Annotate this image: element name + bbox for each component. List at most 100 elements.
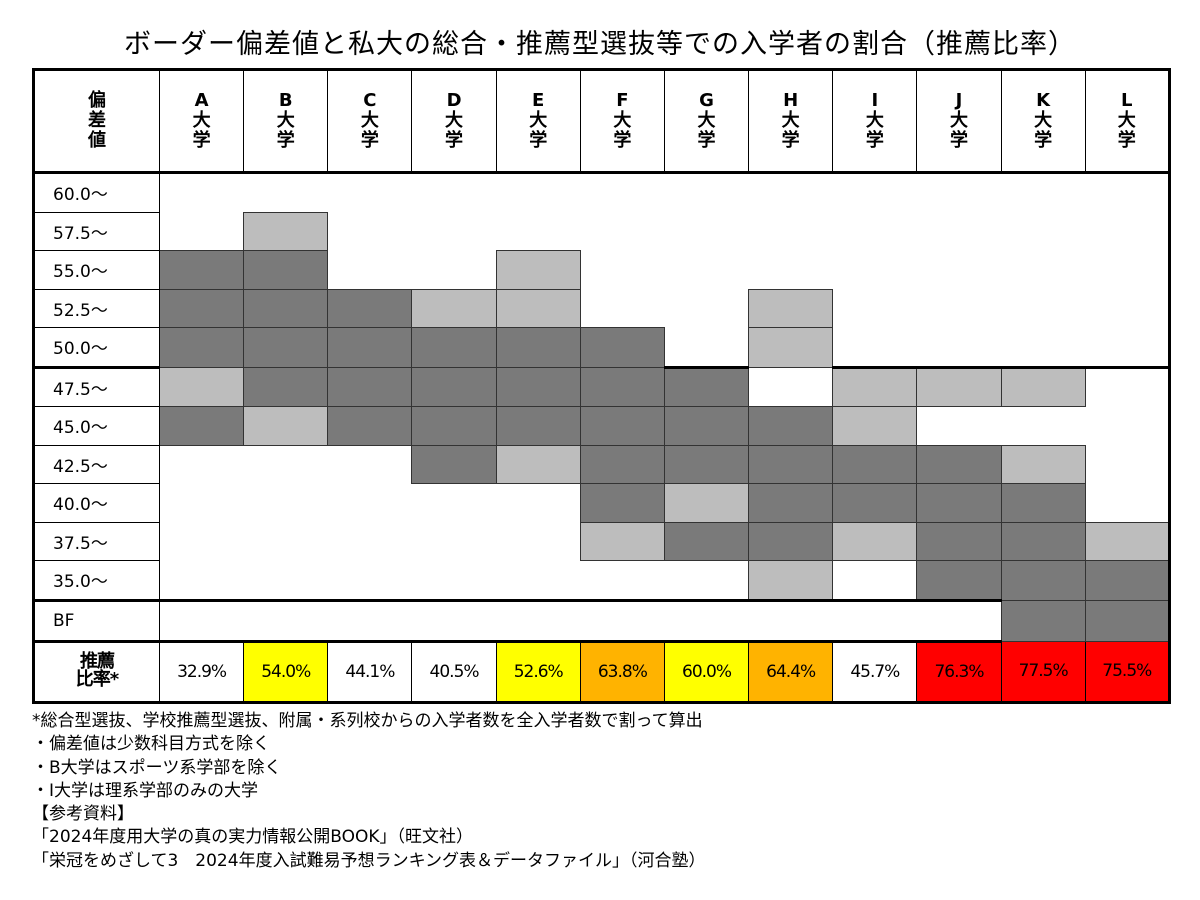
ratio-cell: 64.4% [748, 641, 833, 702]
column-header: H大学 [748, 69, 833, 174]
shade-cell [580, 598, 665, 643]
shade-cell [411, 366, 497, 407]
shade-cell [496, 212, 580, 251]
note: ・偏差値は少数科目方式を除く [32, 734, 270, 755]
shade-cell [243, 288, 329, 328]
shade-cell [412, 561, 496, 601]
shade-cell [160, 212, 244, 251]
shade-cell [158, 366, 245, 407]
ratio-cell: 77.5% [1000, 641, 1086, 702]
shade-cell [1001, 173, 1085, 213]
shade-cell [411, 327, 497, 368]
shade-cell [160, 522, 244, 561]
grid-row: 45.0～ [33, 406, 1170, 446]
shade-cell [833, 561, 917, 601]
shade-cell [664, 289, 748, 328]
shade-cell [748, 288, 834, 328]
column-label: A大学 [192, 90, 211, 151]
row-label: 55.0～ [33, 250, 160, 290]
shade-cell [664, 327, 749, 369]
shade-cell [495, 288, 581, 328]
column-header: E大学 [495, 69, 581, 174]
column-label: B大学 [276, 90, 295, 151]
ratio-cell: 54.0% [243, 641, 328, 702]
shade-cell [327, 327, 413, 368]
column-label: C大学 [360, 90, 379, 151]
shade-cell [748, 521, 834, 561]
shade-cell [328, 561, 412, 601]
shade-cell [663, 483, 750, 523]
shade-cell [243, 211, 329, 251]
row-label: BF [33, 598, 160, 643]
shade-cell [412, 173, 496, 213]
row-label: 45.0～ [33, 406, 160, 446]
shade-cell [748, 444, 834, 484]
ratio-cell: 63.8% [579, 641, 665, 702]
shade-cell [580, 289, 664, 328]
grid-row: 52.5～ [33, 288, 1170, 328]
shade-cell [1085, 173, 1169, 213]
shade-cell [832, 327, 917, 369]
grid-row: 42.5～ [33, 444, 1170, 484]
shade-cell [664, 561, 748, 601]
shade-cell [244, 173, 328, 213]
shade-cell [579, 366, 665, 407]
shade-cell [411, 444, 497, 484]
shade-cell [832, 406, 918, 446]
column-label: F大学 [613, 90, 632, 151]
column-label: L大学 [1117, 90, 1136, 151]
corner-label: 偏差値 [87, 90, 106, 151]
shade-cell [243, 598, 328, 643]
shade-cell [916, 327, 1002, 369]
ratio-cell: 75.5% [1084, 641, 1170, 702]
shade-cell [244, 445, 328, 484]
grid-row: 50.0～ [33, 327, 1170, 369]
column-label: I大学 [865, 90, 884, 151]
shade-cell [411, 406, 497, 446]
column-label: E大学 [529, 90, 548, 151]
shade-cell [159, 598, 244, 643]
shade-cell [917, 212, 1001, 251]
shade-cell [916, 444, 1002, 484]
shade-cell [160, 484, 244, 523]
shade-cell [917, 251, 1001, 290]
shade-cell [833, 251, 917, 290]
shade-cell [1000, 599, 1086, 642]
ratio-cell: 40.5% [411, 641, 497, 702]
ratio-cell: 45.7% [832, 641, 917, 702]
shade-cell [917, 289, 1001, 328]
shade-cell [1085, 251, 1169, 290]
column-header: D大学 [411, 69, 497, 174]
note: 【参考資料】 [32, 804, 134, 825]
table: 偏差値 A大学 B大学 C大学 D大学 E大学 F大学 G大学 H大学 I大学 J大学 K大学 L大学 6… [32, 68, 1171, 704]
shade-cell [579, 327, 665, 368]
column-header: K大学 [1000, 69, 1086, 174]
shade-cell [327, 288, 413, 328]
shade-cell [916, 521, 1002, 561]
grid-row: 35.0～ [33, 560, 1170, 601]
row-label: 47.5～ [33, 366, 160, 407]
shade-cell [1001, 289, 1085, 328]
shade-cell [748, 483, 834, 523]
shade-cell [496, 522, 580, 561]
shade-cell [412, 212, 496, 251]
shade-cell [496, 484, 580, 523]
shade-cell [496, 561, 580, 601]
shade-cell [243, 327, 329, 368]
shade-cell [917, 407, 1001, 446]
column-header: I大学 [832, 69, 917, 174]
grid-row: 55.0～ [33, 250, 1170, 290]
grid-row: 57.5～ [33, 211, 1170, 251]
shade-cell [579, 406, 665, 446]
shade-cell [411, 288, 497, 328]
shade-cell [1000, 560, 1086, 601]
shade-cell [748, 327, 834, 368]
shade-cell [1085, 484, 1169, 523]
shade-cell [1085, 212, 1169, 251]
shade-cell [580, 251, 664, 290]
shade-cell [1085, 445, 1169, 484]
column-header: L大学 [1084, 69, 1170, 174]
note: *総合型選抜、学校推薦型選抜、附属・系列校からの入学者数を全入学者数で割って算出 [32, 711, 703, 731]
shade-cell [495, 444, 581, 484]
shade-cell [1001, 327, 1086, 369]
